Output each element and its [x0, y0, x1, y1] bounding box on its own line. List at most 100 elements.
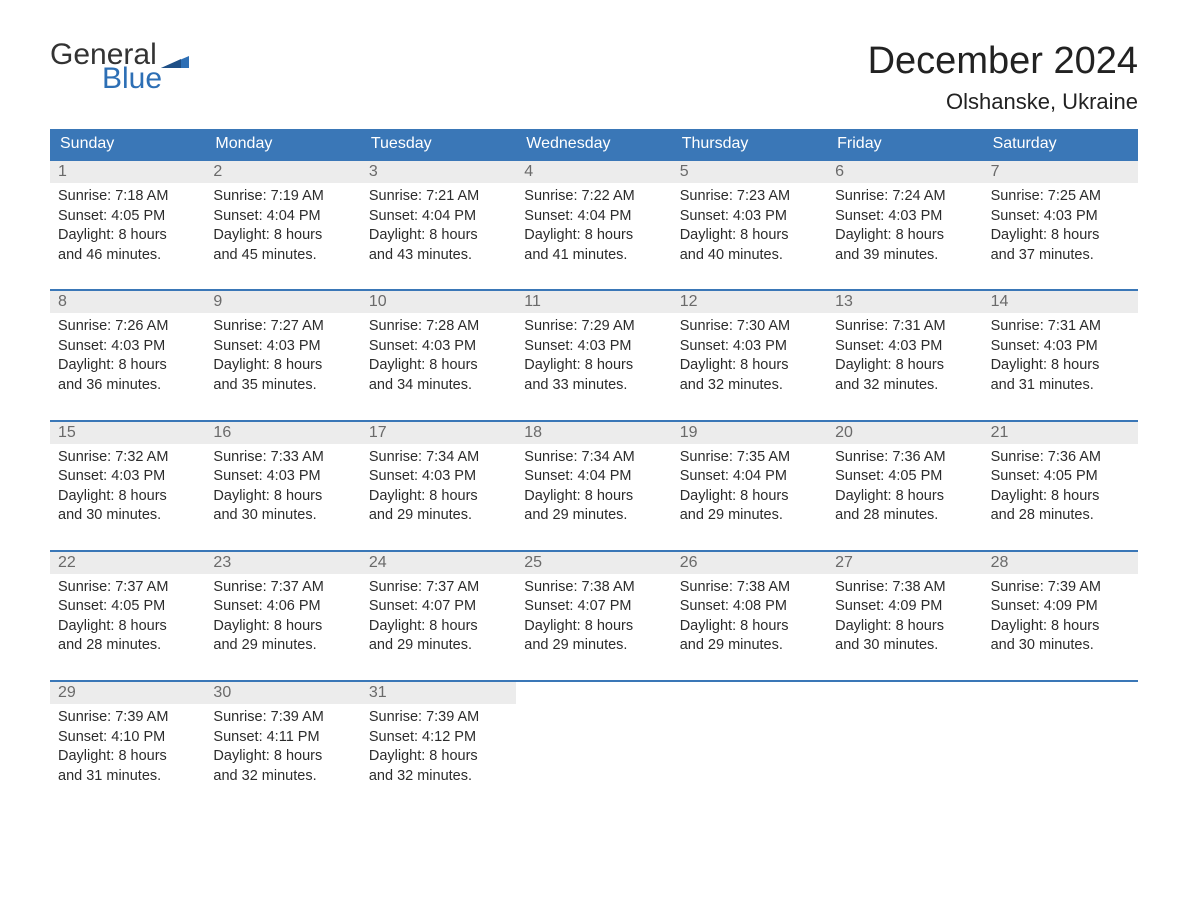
day-details: Sunrise: 7:39 AMSunset: 4:09 PMDaylight:… [983, 574, 1138, 662]
day-details: Sunrise: 7:21 AMSunset: 4:04 PMDaylight:… [361, 183, 516, 271]
sunset-text: Sunset: 4:04 PM [524, 207, 663, 227]
sunset-text: Sunset: 4:03 PM [680, 207, 819, 227]
daylight-text: and 37 minutes. [991, 246, 1130, 266]
sunrise-text: Sunrise: 7:25 AM [991, 187, 1130, 207]
week-row: 15Sunrise: 7:32 AMSunset: 4:03 PMDayligh… [50, 420, 1138, 532]
day-details: Sunrise: 7:32 AMSunset: 4:03 PMDaylight:… [50, 444, 205, 532]
day-cell [516, 682, 671, 792]
daylight-text: Daylight: 8 hours [680, 487, 819, 507]
day-cell [983, 682, 1138, 792]
daylight-text: Daylight: 8 hours [680, 226, 819, 246]
daylight-text: Daylight: 8 hours [680, 617, 819, 637]
day-cell: 20Sunrise: 7:36 AMSunset: 4:05 PMDayligh… [827, 422, 982, 532]
day-details: Sunrise: 7:38 AMSunset: 4:08 PMDaylight:… [672, 574, 827, 662]
day-number [672, 682, 827, 686]
day-details: Sunrise: 7:26 AMSunset: 4:03 PMDaylight:… [50, 313, 205, 401]
daylight-text: Daylight: 8 hours [213, 356, 352, 376]
sunset-text: Sunset: 4:04 PM [369, 207, 508, 227]
sunrise-text: Sunrise: 7:31 AM [991, 317, 1130, 337]
sunrise-text: Sunrise: 7:38 AM [524, 578, 663, 598]
sunrise-text: Sunrise: 7:30 AM [680, 317, 819, 337]
day-cell: 27Sunrise: 7:38 AMSunset: 4:09 PMDayligh… [827, 552, 982, 662]
day-cell: 26Sunrise: 7:38 AMSunset: 4:08 PMDayligh… [672, 552, 827, 662]
day-details: Sunrise: 7:27 AMSunset: 4:03 PMDaylight:… [205, 313, 360, 401]
sunset-text: Sunset: 4:03 PM [680, 337, 819, 357]
sunrise-text: Sunrise: 7:26 AM [58, 317, 197, 337]
daylight-text: and 29 minutes. [524, 506, 663, 526]
daylight-text: Daylight: 8 hours [369, 747, 508, 767]
day-details: Sunrise: 7:19 AMSunset: 4:04 PMDaylight:… [205, 183, 360, 271]
weekday-header-row: SundayMondayTuesdayWednesdayThursdayFrid… [50, 129, 1138, 159]
day-details: Sunrise: 7:22 AMSunset: 4:04 PMDaylight:… [516, 183, 671, 271]
day-number: 15 [50, 422, 205, 444]
daylight-text: Daylight: 8 hours [213, 617, 352, 637]
day-details: Sunrise: 7:37 AMSunset: 4:07 PMDaylight:… [361, 574, 516, 662]
daylight-text: and 29 minutes. [680, 636, 819, 656]
day-cell: 24Sunrise: 7:37 AMSunset: 4:07 PMDayligh… [361, 552, 516, 662]
daylight-text: Daylight: 8 hours [524, 356, 663, 376]
day-number [516, 682, 671, 686]
day-cell: 15Sunrise: 7:32 AMSunset: 4:03 PMDayligh… [50, 422, 205, 532]
day-cell: 12Sunrise: 7:30 AMSunset: 4:03 PMDayligh… [672, 291, 827, 401]
day-number: 22 [50, 552, 205, 574]
daylight-text: and 29 minutes. [680, 506, 819, 526]
day-details: Sunrise: 7:37 AMSunset: 4:06 PMDaylight:… [205, 574, 360, 662]
day-number: 21 [983, 422, 1138, 444]
sunset-text: Sunset: 4:06 PM [213, 597, 352, 617]
daylight-text: and 29 minutes. [524, 636, 663, 656]
daylight-text: Daylight: 8 hours [835, 487, 974, 507]
day-cell: 28Sunrise: 7:39 AMSunset: 4:09 PMDayligh… [983, 552, 1138, 662]
weekday-friday: Friday [827, 129, 982, 159]
daylight-text: and 28 minutes. [58, 636, 197, 656]
sunrise-text: Sunrise: 7:27 AM [213, 317, 352, 337]
daylight-text: Daylight: 8 hours [369, 226, 508, 246]
sunset-text: Sunset: 4:11 PM [213, 728, 352, 748]
daylight-text: Daylight: 8 hours [58, 487, 197, 507]
sunrise-text: Sunrise: 7:37 AM [213, 578, 352, 598]
day-details: Sunrise: 7:39 AMSunset: 4:10 PMDaylight:… [50, 704, 205, 792]
sunset-text: Sunset: 4:09 PM [991, 597, 1130, 617]
daylight-text: and 30 minutes. [58, 506, 197, 526]
day-cell: 25Sunrise: 7:38 AMSunset: 4:07 PMDayligh… [516, 552, 671, 662]
day-number: 31 [361, 682, 516, 704]
day-number: 10 [361, 291, 516, 313]
day-cell: 4Sunrise: 7:22 AMSunset: 4:04 PMDaylight… [516, 161, 671, 271]
day-details: Sunrise: 7:38 AMSunset: 4:09 PMDaylight:… [827, 574, 982, 662]
weekday-sunday: Sunday [50, 129, 205, 159]
sunset-text: Sunset: 4:04 PM [213, 207, 352, 227]
day-number: 11 [516, 291, 671, 313]
day-cell: 9Sunrise: 7:27 AMSunset: 4:03 PMDaylight… [205, 291, 360, 401]
day-number: 8 [50, 291, 205, 313]
day-number: 26 [672, 552, 827, 574]
weeks-container: 1Sunrise: 7:18 AMSunset: 4:05 PMDaylight… [50, 159, 1138, 792]
day-details: Sunrise: 7:18 AMSunset: 4:05 PMDaylight:… [50, 183, 205, 271]
daylight-text: and 32 minutes. [680, 376, 819, 396]
day-details: Sunrise: 7:33 AMSunset: 4:03 PMDaylight:… [205, 444, 360, 532]
daylight-text: and 41 minutes. [524, 246, 663, 266]
sunrise-text: Sunrise: 7:34 AM [369, 448, 508, 468]
day-cell: 17Sunrise: 7:34 AMSunset: 4:03 PMDayligh… [361, 422, 516, 532]
sunset-text: Sunset: 4:03 PM [369, 337, 508, 357]
day-number: 20 [827, 422, 982, 444]
sunset-text: Sunset: 4:05 PM [991, 467, 1130, 487]
day-cell: 3Sunrise: 7:21 AMSunset: 4:04 PMDaylight… [361, 161, 516, 271]
weekday-monday: Monday [205, 129, 360, 159]
sunrise-text: Sunrise: 7:24 AM [835, 187, 974, 207]
sunrise-text: Sunrise: 7:39 AM [213, 708, 352, 728]
day-cell: 1Sunrise: 7:18 AMSunset: 4:05 PMDaylight… [50, 161, 205, 271]
sunrise-text: Sunrise: 7:23 AM [680, 187, 819, 207]
day-number: 13 [827, 291, 982, 313]
day-details: Sunrise: 7:34 AMSunset: 4:03 PMDaylight:… [361, 444, 516, 532]
day-details: Sunrise: 7:34 AMSunset: 4:04 PMDaylight:… [516, 444, 671, 532]
day-cell: 29Sunrise: 7:39 AMSunset: 4:10 PMDayligh… [50, 682, 205, 792]
daylight-text: and 32 minutes. [213, 767, 352, 787]
sunset-text: Sunset: 4:03 PM [835, 207, 974, 227]
weekday-thursday: Thursday [672, 129, 827, 159]
sunrise-text: Sunrise: 7:38 AM [835, 578, 974, 598]
sunrise-text: Sunrise: 7:37 AM [58, 578, 197, 598]
daylight-text: Daylight: 8 hours [991, 226, 1130, 246]
sunset-text: Sunset: 4:05 PM [58, 597, 197, 617]
day-number: 16 [205, 422, 360, 444]
sunset-text: Sunset: 4:03 PM [213, 337, 352, 357]
sunrise-text: Sunrise: 7:31 AM [835, 317, 974, 337]
